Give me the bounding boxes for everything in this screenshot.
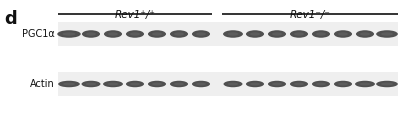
Ellipse shape <box>246 81 264 87</box>
Ellipse shape <box>381 83 393 85</box>
Ellipse shape <box>108 32 118 36</box>
Ellipse shape <box>170 81 188 87</box>
Text: PGC1α: PGC1α <box>22 29 55 39</box>
Ellipse shape <box>196 32 206 36</box>
Ellipse shape <box>268 81 286 87</box>
Bar <box>58 22 398 46</box>
Ellipse shape <box>174 83 184 85</box>
Ellipse shape <box>130 32 140 36</box>
Ellipse shape <box>312 81 330 87</box>
Ellipse shape <box>192 81 210 87</box>
Ellipse shape <box>290 30 308 38</box>
Ellipse shape <box>192 30 210 38</box>
Ellipse shape <box>228 83 238 85</box>
Ellipse shape <box>63 83 75 85</box>
Text: Rev1⁺/⁺: Rev1⁺/⁺ <box>114 10 156 20</box>
Ellipse shape <box>334 81 352 87</box>
Ellipse shape <box>294 32 304 36</box>
Ellipse shape <box>82 81 100 87</box>
Ellipse shape <box>338 83 348 85</box>
Ellipse shape <box>290 81 308 87</box>
Ellipse shape <box>376 30 398 38</box>
Ellipse shape <box>170 30 188 38</box>
Ellipse shape <box>130 83 140 85</box>
Text: Rev1⁻/⁻: Rev1⁻/⁻ <box>290 10 330 20</box>
Ellipse shape <box>148 81 166 87</box>
Ellipse shape <box>228 32 238 36</box>
Ellipse shape <box>250 32 260 36</box>
Ellipse shape <box>294 83 304 85</box>
Ellipse shape <box>152 83 162 85</box>
Ellipse shape <box>316 83 326 85</box>
Ellipse shape <box>196 83 206 85</box>
Ellipse shape <box>268 30 286 38</box>
Text: d: d <box>4 10 17 28</box>
Ellipse shape <box>246 30 264 38</box>
Ellipse shape <box>316 32 326 36</box>
Ellipse shape <box>104 30 122 38</box>
Ellipse shape <box>62 32 76 36</box>
Ellipse shape <box>223 30 243 38</box>
Ellipse shape <box>360 32 370 36</box>
Ellipse shape <box>148 30 166 38</box>
Ellipse shape <box>174 32 184 36</box>
Ellipse shape <box>86 83 96 85</box>
Text: Actin: Actin <box>30 79 55 89</box>
Ellipse shape <box>86 32 96 36</box>
Ellipse shape <box>103 81 123 87</box>
Ellipse shape <box>250 83 260 85</box>
Ellipse shape <box>272 32 282 36</box>
Ellipse shape <box>82 30 100 38</box>
Ellipse shape <box>360 83 370 85</box>
Ellipse shape <box>224 81 242 87</box>
Ellipse shape <box>126 81 144 87</box>
Bar <box>58 72 398 96</box>
Ellipse shape <box>338 32 348 36</box>
Ellipse shape <box>57 30 81 38</box>
Ellipse shape <box>376 81 398 87</box>
Ellipse shape <box>334 30 352 38</box>
Ellipse shape <box>58 81 80 87</box>
Ellipse shape <box>108 83 118 85</box>
Ellipse shape <box>381 32 393 36</box>
Ellipse shape <box>272 83 282 85</box>
Ellipse shape <box>126 30 144 38</box>
Ellipse shape <box>152 32 162 36</box>
Ellipse shape <box>355 81 375 87</box>
Ellipse shape <box>312 30 330 38</box>
Ellipse shape <box>356 30 374 38</box>
